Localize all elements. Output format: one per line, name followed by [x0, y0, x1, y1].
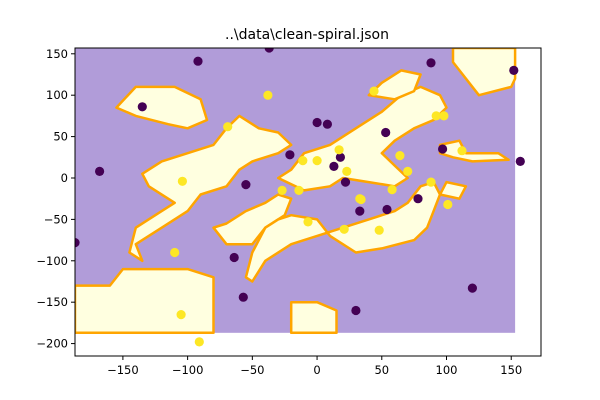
- point-class-0: [312, 117, 322, 128]
- decision-region-class-1: [75, 48, 517, 335]
- point-class-0: [340, 177, 351, 187]
- point-class-0: [322, 119, 332, 129]
- point-class-0: [329, 161, 339, 171]
- x-tick-label: −50: [240, 363, 264, 377]
- x-tick-label: 0: [313, 363, 320, 377]
- point-class-0: [75, 238, 80, 248]
- x-tick-label: −100: [172, 363, 204, 377]
- point-class-0: [264, 48, 274, 53]
- point-class-1: [374, 225, 384, 235]
- point-class-1: [194, 337, 204, 347]
- point-class-1: [334, 145, 344, 155]
- point-class-0: [438, 144, 448, 154]
- point-class-1: [177, 176, 187, 186]
- point-class-0: [95, 166, 105, 176]
- region-polygon: [276, 85, 448, 192]
- x-tick-label: 150: [500, 363, 522, 377]
- point-class-1: [312, 156, 322, 166]
- point-class-1: [426, 177, 436, 187]
- point-class-0: [509, 65, 519, 75]
- region-polygon: [367, 69, 422, 101]
- point-class-0: [137, 102, 147, 112]
- point-class-0: [335, 152, 345, 162]
- point-class-1: [339, 224, 349, 234]
- x-tick-label: 50: [374, 363, 389, 377]
- point-class-0: [229, 252, 239, 263]
- region-polygon: [438, 180, 468, 200]
- region-polygon: [289, 300, 338, 335]
- y-tick-label: −50: [44, 212, 68, 226]
- point-class-0: [238, 292, 248, 302]
- point-class-1: [170, 247, 180, 258]
- region-polygon: [451, 48, 517, 97]
- y-tick-label: −100: [36, 254, 68, 268]
- x-tick-label: −150: [107, 363, 139, 377]
- y-tick-label: −150: [36, 295, 68, 309]
- point-class-1: [395, 151, 405, 161]
- y-tick-label: 0: [61, 171, 68, 185]
- point-class-0: [467, 283, 477, 293]
- region-polygon: [128, 114, 293, 263]
- point-class-1: [431, 111, 441, 121]
- point-class-0: [285, 150, 295, 160]
- point-class-1: [403, 166, 413, 176]
- scatter-points: [75, 48, 525, 347]
- region-polygon: [212, 193, 293, 246]
- y-tick-label: 100: [46, 88, 68, 102]
- point-class-0: [382, 204, 392, 215]
- point-class-0: [241, 180, 251, 190]
- x-tick-label: 100: [436, 363, 458, 377]
- point-class-1: [277, 185, 287, 195]
- point-class-1: [223, 122, 233, 132]
- point-class-1: [387, 185, 397, 195]
- point-class-1: [176, 310, 186, 320]
- point-class-0: [355, 206, 365, 216]
- axes-frame: [74, 47, 542, 357]
- y-tick-label: 150: [46, 47, 68, 61]
- point-class-1: [294, 185, 304, 195]
- y-axis: 150 100 50 0 −50 −100 −150 −200: [36, 47, 75, 351]
- point-class-0: [413, 194, 423, 204]
- x-axis: −150 −100 −50 0 50 100 150: [107, 356, 522, 377]
- point-class-1: [457, 146, 467, 156]
- region-polygon: [438, 139, 510, 163]
- point-class-1: [369, 86, 379, 96]
- point-class-0: [193, 56, 203, 66]
- point-class-1: [356, 194, 366, 205]
- point-class-1: [303, 217, 313, 227]
- point-class-1: [263, 90, 273, 100]
- point-class-1: [443, 199, 453, 210]
- region-polygon: [115, 85, 209, 130]
- point-class-1: [342, 166, 352, 176]
- y-tick-label: −200: [36, 337, 68, 351]
- point-class-0: [351, 305, 361, 316]
- chart-title: ..\data\clean-spiral.json: [225, 27, 389, 43]
- point-class-0: [515, 156, 525, 166]
- plot-area: [75, 48, 541, 356]
- point-class-0: [381, 127, 391, 138]
- point-class-1: [298, 156, 308, 166]
- point-class-1: [439, 111, 449, 121]
- y-tick-label: 50: [53, 130, 68, 144]
- point-class-0: [426, 58, 436, 68]
